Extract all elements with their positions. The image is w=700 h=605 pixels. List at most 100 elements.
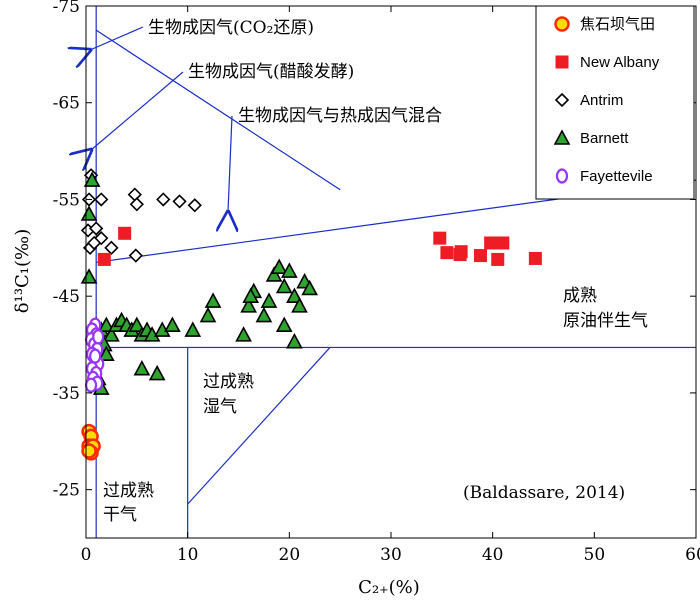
legend-label: New Albany (580, 54, 660, 71)
data-point (484, 236, 498, 250)
label-biogenic-co2: 生物成因气(CO₂还原) (148, 18, 314, 38)
series-triangle (80, 171, 319, 395)
legend-marker (554, 92, 570, 108)
data-point (204, 292, 222, 308)
data-point (491, 252, 505, 266)
data-point (83, 171, 101, 187)
y-tick-label: -65 (53, 94, 80, 114)
data-point (97, 316, 115, 333)
x-axis-title: C₂₊(%) (358, 577, 420, 598)
region-oil-gas-line1: 成熟 (563, 285, 597, 306)
region-dry-gas-line1: 过成熟 (103, 480, 154, 501)
y-tick-label: -75 (53, 0, 80, 17)
legend: 焦石坝气田 New Albany Antrim Barnett Fayettevile (535, 5, 695, 200)
y-tick-label: -55 (53, 190, 80, 210)
data-point (275, 277, 293, 294)
annotation-arrow (90, 26, 144, 50)
data-point (286, 287, 303, 303)
data-point (148, 364, 166, 381)
data-point (184, 321, 202, 337)
data-point (129, 197, 144, 212)
series-square (97, 226, 542, 266)
y-tick-label: -45 (53, 287, 80, 307)
citation-text: (Baldassare, 2014) (463, 483, 625, 503)
data-point (80, 268, 98, 284)
data-point (440, 246, 454, 260)
data-point (118, 226, 132, 240)
legend-marker (555, 168, 569, 184)
legend-label: Barnett (580, 130, 629, 147)
annotation-arrow (91, 71, 184, 150)
data-point (104, 240, 119, 255)
legend-label: 焦石坝气田 (580, 16, 655, 33)
y-tick-label: -25 (53, 481, 80, 501)
data-point (80, 205, 98, 221)
data-point (255, 306, 273, 323)
data-point (133, 360, 151, 376)
boundary-line (187, 347, 331, 505)
annotation-arrow (228, 115, 232, 212)
x-tick-label: 10 (177, 545, 199, 565)
data-point (454, 245, 468, 259)
legend-marker (554, 16, 570, 32)
data-point (81, 443, 97, 459)
legend-label: Fayettevile (580, 168, 653, 185)
legend-marker (555, 55, 569, 69)
legend-label: Antrim (580, 92, 623, 109)
data-point (433, 231, 447, 245)
data-point (94, 192, 109, 207)
x-tick-label: 30 (380, 545, 402, 565)
data-point (156, 192, 171, 207)
x-tick-label: 50 (584, 545, 606, 565)
region-dry-gas-line2: 干气 (103, 505, 137, 525)
data-point (275, 316, 293, 333)
data-point (89, 348, 102, 364)
arrow-group (90, 26, 232, 212)
data-point (84, 377, 98, 393)
legend-frame (535, 5, 695, 200)
data-point (496, 236, 510, 250)
data-point (265, 266, 283, 282)
data-point (127, 187, 142, 202)
data-point (187, 198, 202, 213)
data-point (89, 221, 104, 236)
x-tick-label: 0 (81, 545, 92, 565)
data-point (240, 297, 258, 313)
data-point (92, 329, 105, 345)
data-point (286, 332, 303, 349)
data-point (97, 252, 111, 266)
region-wet-gas-line1: 过成熟 (203, 371, 254, 392)
x-tick-label: 20 (279, 545, 301, 565)
x-tick-label: 40 (482, 545, 504, 565)
data-points (80, 168, 542, 461)
series-oval (84, 317, 105, 393)
y-tick-label: -35 (53, 384, 80, 404)
data-point (97, 345, 115, 362)
data-point (260, 292, 278, 308)
data-point (87, 235, 102, 251)
data-point (301, 279, 319, 296)
data-point (172, 194, 187, 209)
region-wet-gas-line2: 湿气 (203, 397, 237, 417)
data-point (235, 326, 252, 342)
data-point (103, 326, 120, 342)
data-point (473, 249, 487, 263)
label-mixed-origin: 生物成因气与热成因气混合 (238, 106, 442, 126)
data-point (280, 262, 298, 278)
region-oil-gas-line2: 原油伴生气 (563, 311, 648, 331)
y-axis-title: δ¹³C₁(‰) (12, 229, 33, 313)
data-point (242, 287, 260, 303)
x-tick-label: 60 (685, 545, 700, 565)
data-point (128, 248, 143, 263)
x-axis-ticks: 0 10 20 30 40 50 60 (81, 6, 700, 565)
series-diamond (80, 168, 202, 263)
data-point (199, 306, 217, 323)
data-point (270, 258, 288, 274)
data-point (128, 316, 146, 333)
data-point (291, 297, 308, 313)
legend-marker (553, 129, 571, 145)
data-point (164, 316, 181, 333)
series-circle (81, 423, 101, 461)
